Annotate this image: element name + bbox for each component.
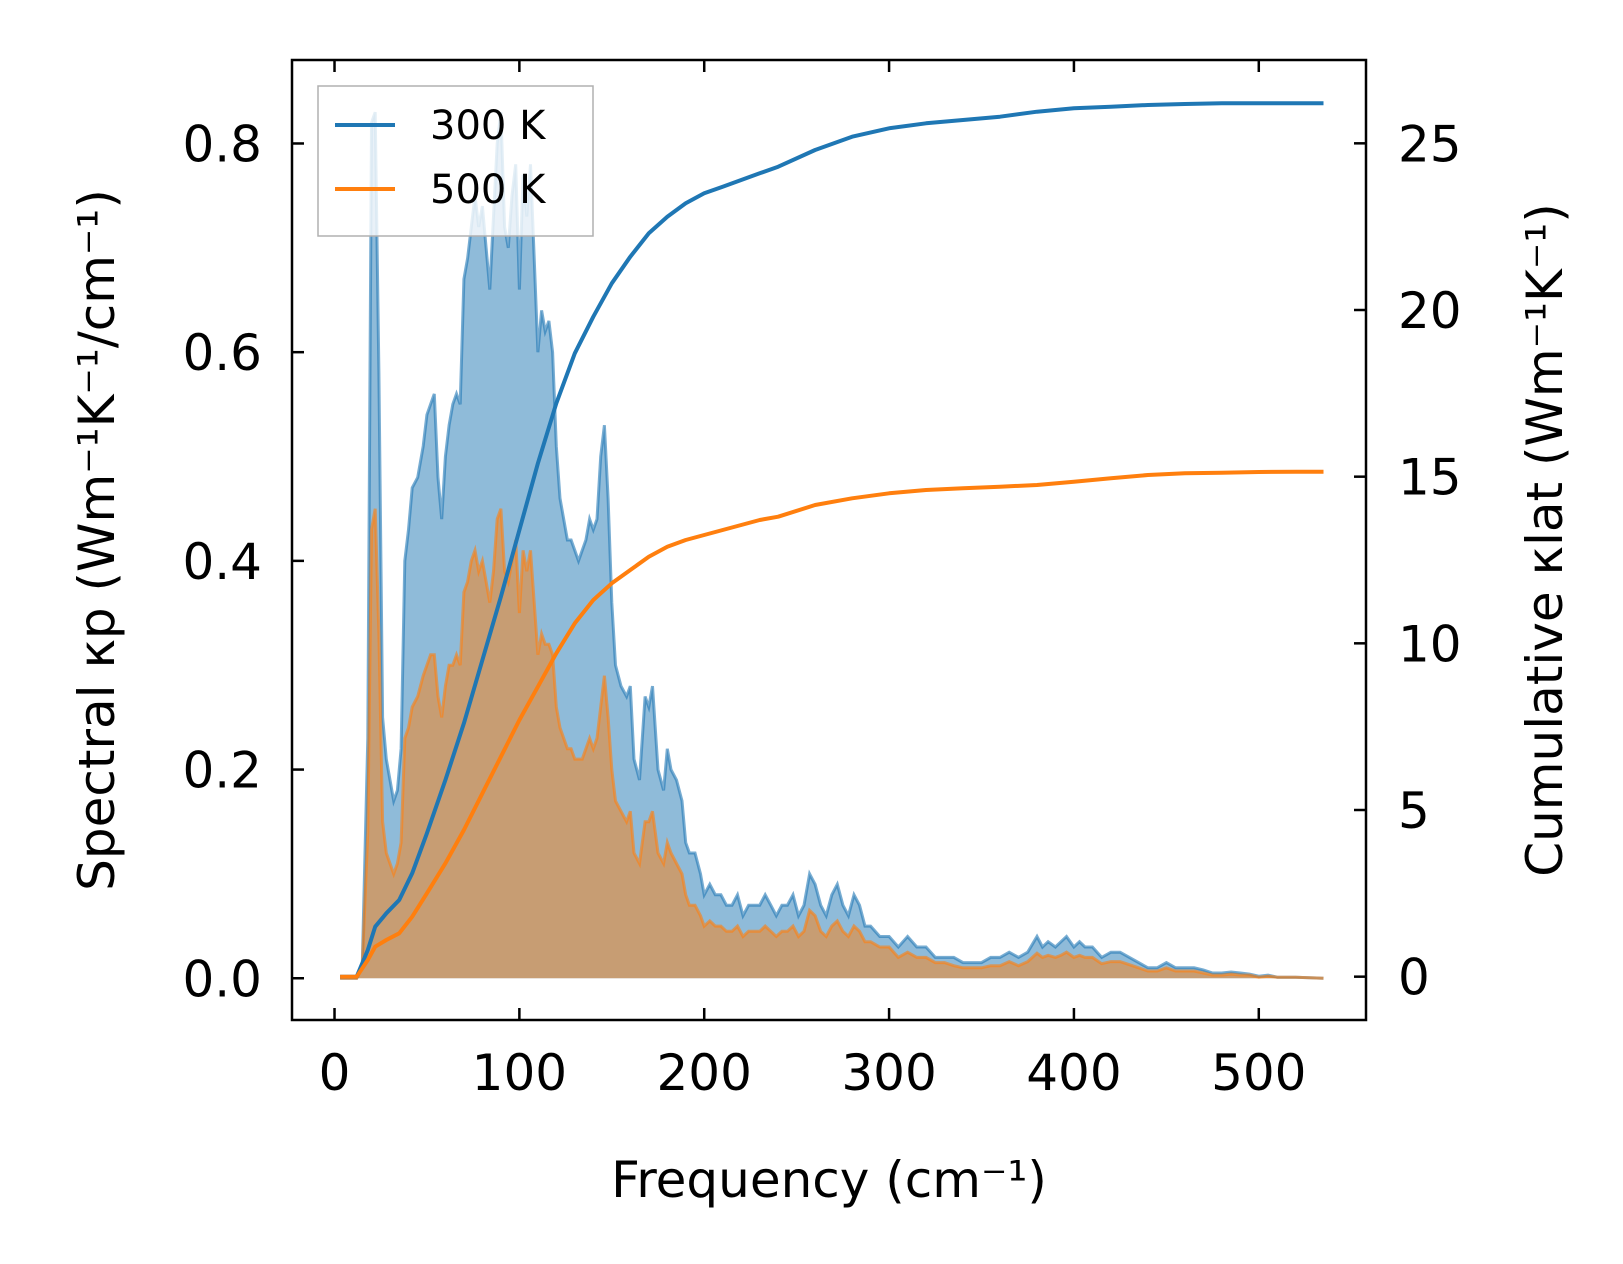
right-y-tick-label: 0: [1398, 949, 1430, 1007]
cumulative-line-500k: [340, 469, 1324, 979]
right-y-tick-label: 20: [1398, 282, 1462, 340]
x-tick-label: 500: [1211, 1044, 1306, 1102]
legend-box: [317, 85, 594, 237]
legend: 300 K 500 K: [317, 85, 594, 237]
x-axis-label: Frequency (cm⁻¹): [611, 1151, 1047, 1209]
right-y-axis-ticks: 0 5 10 15 20 25: [1354, 115, 1462, 1007]
cumulative-line-300k: [340, 101, 1324, 979]
spectral-lines: [340, 111, 1324, 980]
spectral-line-500k: [340, 508, 1324, 980]
spectral-fill-areas: [340, 112, 1324, 979]
x-tick-label: 0: [319, 1044, 351, 1102]
right-y-axis-label: Cumulative κlat (Wm⁻¹K⁻¹): [1516, 203, 1574, 877]
legend-label-500k: 500 K: [430, 167, 547, 213]
left-y-tick-label: 0.6: [182, 324, 262, 382]
right-y-tick-label: 5: [1398, 782, 1430, 840]
x-axis-ticks: 0 100 200 300 400 500: [319, 60, 1307, 1102]
legend-label-300k: 300 K: [430, 103, 547, 149]
x-tick-label: 300: [841, 1044, 936, 1102]
x-tick-label: 200: [657, 1044, 752, 1102]
left-y-tick-label: 0.8: [182, 115, 262, 173]
left-y-tick-label: 0.2: [182, 742, 262, 800]
left-y-tick-label: 0.4: [182, 533, 262, 591]
spectral-line-300k: [340, 111, 1324, 980]
right-y-tick-label: 10: [1398, 615, 1462, 673]
plot-frame: [290, 58, 1368, 1022]
left-y-axis-ticks: 0.0 0.2 0.4 0.6 0.8: [182, 115, 304, 1008]
spectral-fill-500k: [340, 508, 1324, 979]
left-y-tick-label: 0.0: [182, 950, 262, 1008]
x-tick-label: 400: [1026, 1044, 1121, 1102]
x-tick-label: 100: [472, 1044, 567, 1102]
left-y-axis-label: Spectral κp (Wm⁻¹K⁻¹/cm⁻¹): [68, 189, 126, 891]
right-y-tick-label: 15: [1398, 449, 1462, 507]
cumulative-lines: [340, 101, 1324, 979]
right-y-tick-label: 25: [1398, 115, 1462, 173]
